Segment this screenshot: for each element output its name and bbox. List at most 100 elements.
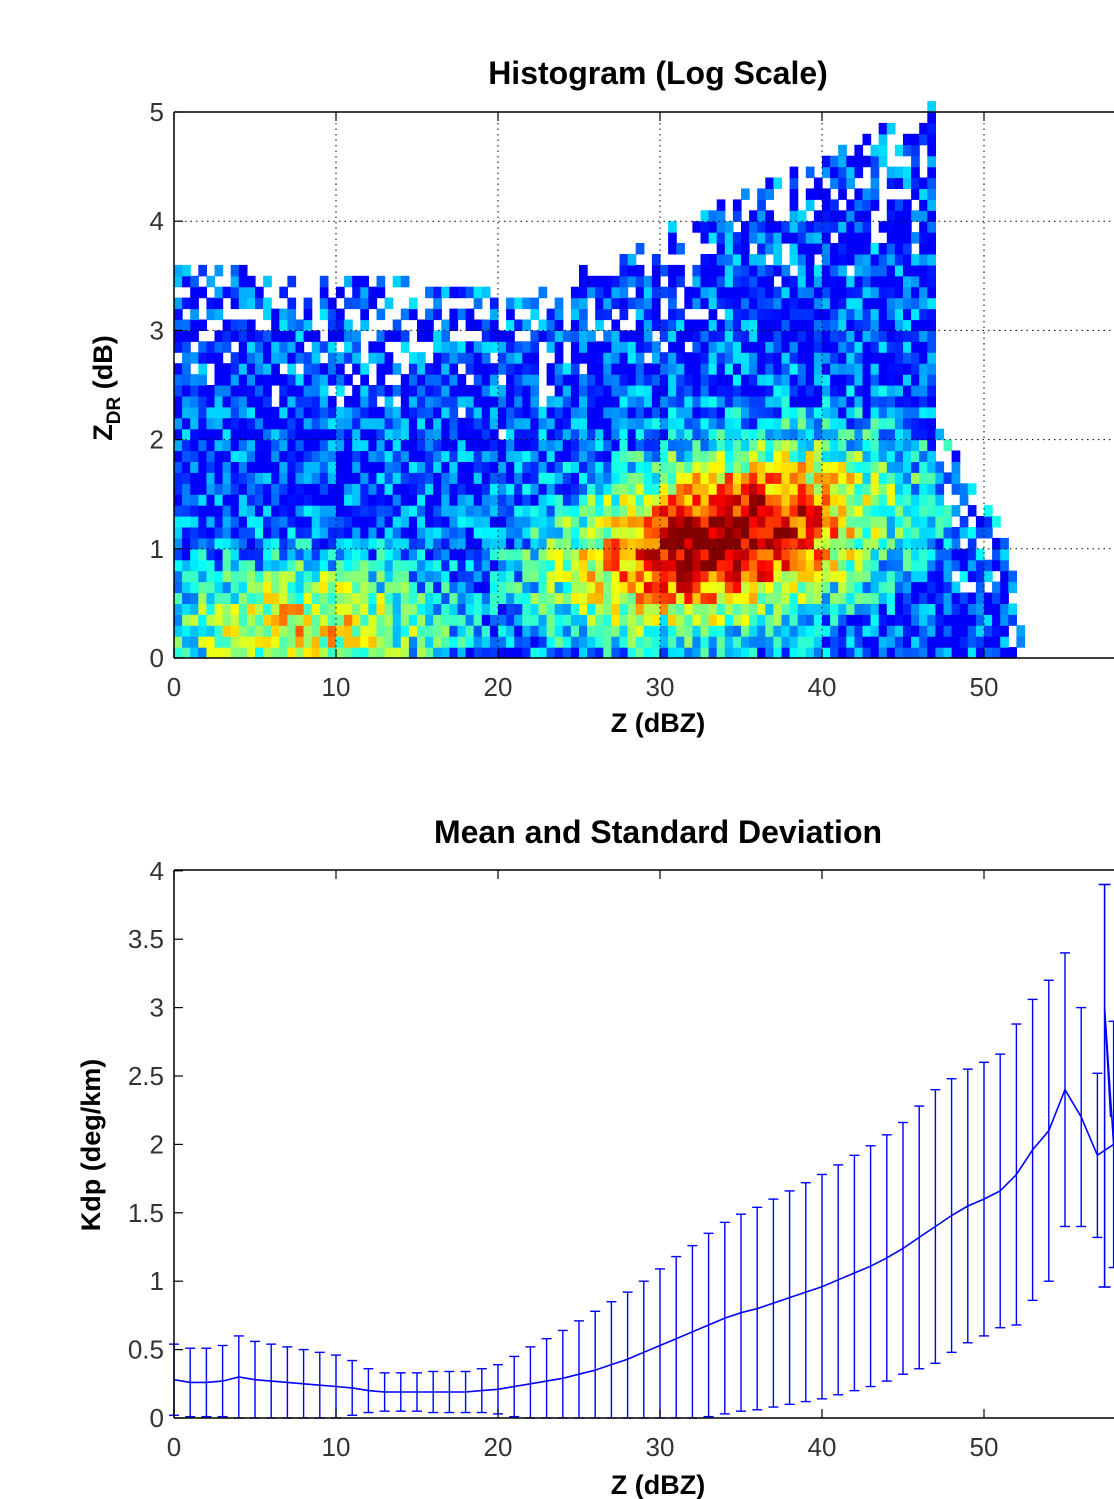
histogram-cell — [732, 341, 742, 353]
histogram-cell — [587, 341, 596, 353]
histogram-cell — [384, 537, 394, 550]
histogram-cell — [878, 636, 888, 648]
histogram-cell — [927, 374, 936, 386]
histogram-cell — [951, 559, 961, 572]
histogram-cell — [546, 537, 556, 550]
histogram-cell — [765, 341, 774, 353]
histogram-cell — [360, 275, 369, 288]
histogram-cell — [716, 363, 726, 375]
histogram-cell — [595, 275, 604, 288]
histogram-cell — [668, 537, 677, 550]
histogram-cell — [392, 505, 402, 517]
histogram-cell — [959, 592, 969, 604]
histogram-cell — [198, 505, 207, 517]
histogram-cell — [878, 352, 888, 364]
histogram-cell — [943, 527, 953, 539]
histogram-cell — [238, 297, 248, 310]
histogram-cell — [174, 461, 183, 473]
histogram-cell — [481, 352, 491, 364]
histogram-cell — [611, 581, 621, 594]
histogram-cell — [886, 537, 896, 550]
histogram-cell — [400, 592, 410, 604]
histogram-cell — [246, 428, 256, 441]
histogram-cell — [206, 516, 216, 528]
histogram-cell — [773, 385, 783, 397]
histogram-cell — [344, 439, 353, 452]
histogram-cell — [886, 319, 896, 331]
histogram-cell — [344, 417, 353, 430]
histogram-cell — [498, 352, 507, 364]
histogram-cell — [546, 363, 556, 375]
histogram-cell — [732, 592, 742, 604]
histogram-cell — [724, 232, 734, 244]
histogram-cell — [303, 395, 313, 408]
histogram-cell — [886, 406, 896, 419]
histogram-cell — [595, 341, 604, 353]
histogram-cell — [319, 395, 329, 408]
histogram-cell — [773, 417, 783, 430]
histogram-cell — [830, 461, 839, 473]
histogram-cell — [886, 548, 896, 561]
histogram-cell — [878, 428, 888, 441]
histogram-cell — [724, 275, 734, 288]
histogram-cell — [384, 428, 394, 441]
histogram-cell — [522, 592, 531, 604]
histogram-cell — [457, 450, 467, 462]
histogram-cell — [570, 439, 580, 452]
histogram-cell — [870, 417, 880, 430]
histogram-cell — [433, 341, 442, 353]
histogram-cell — [749, 330, 758, 342]
histogram-cell — [530, 483, 540, 495]
histogram-cell — [822, 625, 831, 637]
histogram-cell — [319, 439, 329, 452]
histogram-cell — [579, 494, 588, 506]
histogram-cell — [473, 417, 483, 430]
histogram-cell — [457, 352, 467, 364]
histogram-cell — [425, 559, 434, 572]
histogram-cell — [643, 592, 653, 604]
histogram-cell — [198, 494, 207, 506]
histogram-cell — [579, 428, 588, 441]
histogram-cell — [813, 286, 823, 299]
histogram-cell — [708, 505, 718, 517]
histogram-cell — [530, 625, 540, 637]
histogram-cell — [174, 341, 183, 353]
histogram-cell — [303, 461, 313, 473]
histogram-cell — [376, 439, 386, 452]
histogram-cell — [765, 210, 774, 222]
histogram-cell — [911, 461, 920, 473]
histogram-cell — [433, 472, 442, 484]
histogram-cell — [514, 297, 523, 310]
histogram-cell — [619, 647, 629, 659]
histogram-cell — [198, 374, 207, 386]
histogram-cell — [886, 254, 896, 266]
histogram-cell — [684, 297, 693, 310]
histogram-cell — [781, 559, 791, 572]
histogram-cell — [489, 494, 499, 506]
histogram-cell — [773, 352, 783, 364]
errorbar-y-tick-label: 0.5 — [128, 1335, 164, 1365]
histogram-cell — [627, 439, 637, 452]
histogram-cell — [198, 352, 207, 364]
histogram-cell — [643, 625, 653, 637]
histogram-cell — [514, 647, 523, 659]
histogram-cell — [619, 548, 629, 561]
histogram-cell — [805, 363, 815, 375]
histogram-cell — [214, 472, 224, 484]
histogram-cell — [724, 417, 734, 430]
histogram-cell — [716, 548, 726, 561]
histogram-cell — [813, 570, 823, 583]
histogram-cell — [635, 395, 645, 408]
histogram-cell — [352, 395, 361, 408]
histogram-cell — [870, 330, 880, 342]
errorbar-y-tick-label: 2.5 — [128, 1061, 164, 1091]
histogram-cell — [668, 406, 677, 419]
histogram-cell — [465, 450, 475, 462]
histogram-cell — [741, 647, 750, 659]
histogram-cell — [643, 581, 653, 594]
histogram-cell — [441, 461, 450, 473]
histogram-cell — [943, 516, 953, 528]
histogram-cell — [481, 592, 491, 604]
histogram-cell — [789, 527, 799, 539]
histogram-cell — [530, 406, 540, 419]
